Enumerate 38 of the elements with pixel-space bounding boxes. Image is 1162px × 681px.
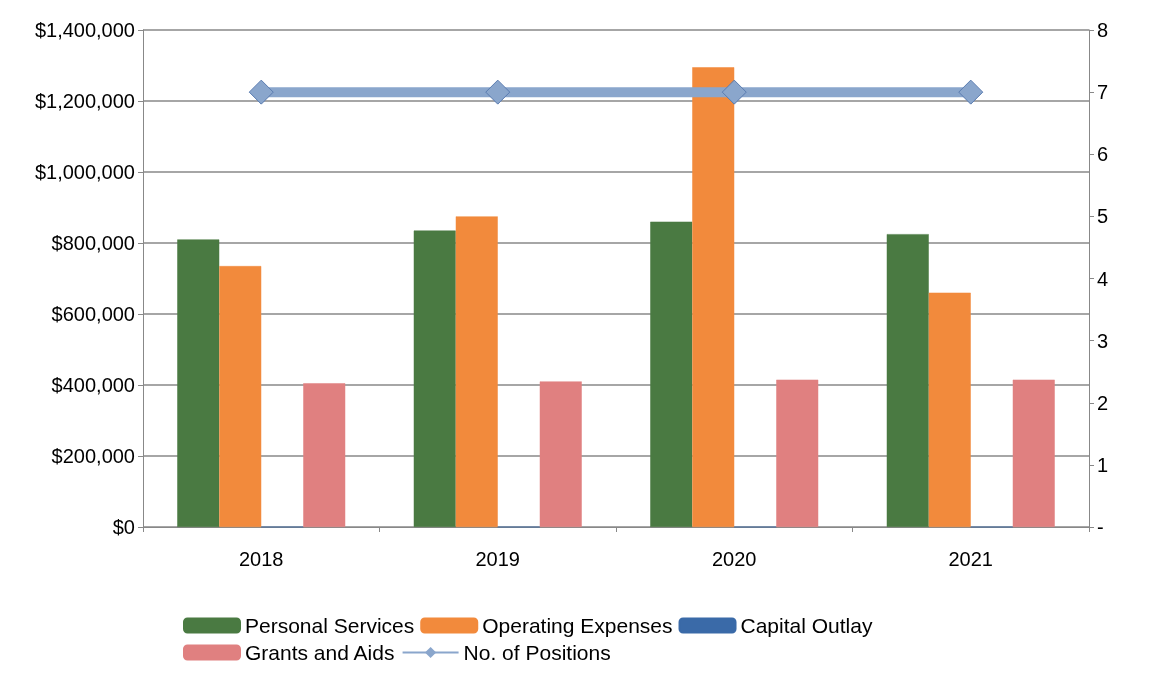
x-tick-label: 2019	[475, 548, 520, 570]
y2-tick-label: 2	[1097, 391, 1109, 414]
y-tick-label: $800,000	[51, 232, 135, 254]
bar	[692, 67, 735, 527]
y2-tick-label: 1	[1097, 453, 1109, 476]
bar	[776, 379, 819, 527]
y2-tick-label: 3	[1097, 329, 1109, 352]
legend-label: Capital Outlay	[740, 614, 873, 637]
bar	[650, 221, 693, 527]
y-tick-label: $200,000	[51, 445, 135, 467]
x-tick-label: 2021	[948, 548, 993, 570]
y-tick-label: $1,400,000	[34, 19, 135, 41]
legend-label: No. of Positions	[463, 641, 611, 664]
x-tick-label: 2020	[712, 548, 757, 570]
bar	[928, 292, 971, 527]
y2-tick-label: 8	[1097, 19, 1109, 41]
y2-tick-label: -	[1097, 516, 1104, 538]
bar	[455, 216, 498, 527]
x-tick-label: 2018	[239, 548, 284, 570]
y2-tick-label: 7	[1097, 81, 1109, 104]
bar	[413, 230, 456, 527]
bar	[886, 234, 929, 527]
bar	[303, 383, 346, 527]
y-tick-label: $0	[112, 516, 135, 538]
y-tick-label: $400,000	[51, 374, 135, 396]
y-tick-label: $600,000	[51, 303, 135, 325]
legend-label: Operating Expenses	[482, 614, 673, 637]
bar	[219, 266, 262, 527]
y2-tick-label: 4	[1097, 267, 1109, 290]
bar	[177, 239, 220, 527]
bar	[1012, 379, 1055, 527]
legend-label: Personal Services	[245, 614, 415, 637]
y2-tick-label: 5	[1097, 205, 1109, 228]
bar	[539, 381, 582, 527]
legend-label: Grants and Aids	[245, 641, 395, 664]
y-tick-label: $1,200,000	[34, 90, 135, 112]
y2-tick-label: 6	[1097, 143, 1109, 166]
y-tick-label: $1,000,000	[34, 161, 135, 183]
